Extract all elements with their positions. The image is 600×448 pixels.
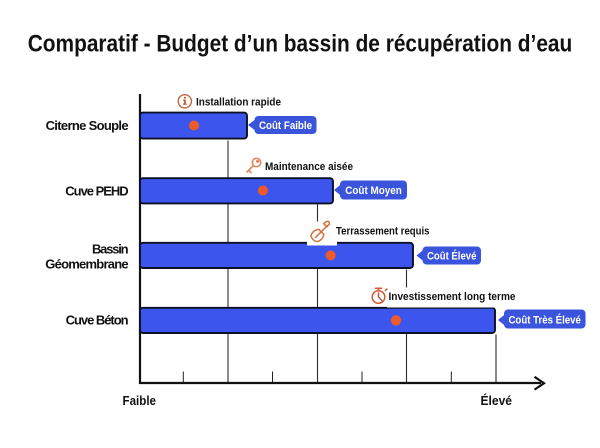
- svg-text:Bassin: Bassin: [92, 241, 129, 256]
- svg-text:Comparatif - Budget d’un bassi: Comparatif - Budget d’un bassin de récup…: [28, 31, 573, 58]
- svg-text:Élevé: Élevé: [481, 393, 513, 408]
- svg-text:Cuve Béton: Cuve Béton: [66, 313, 129, 328]
- svg-text:Coût Élevé: Coût Élevé: [427, 250, 476, 263]
- svg-text:Faible: Faible: [123, 394, 157, 408]
- svg-text:Terrassement requis: Terrassement requis: [336, 226, 430, 238]
- svg-text:Coût Faible: Coût Faible: [259, 120, 312, 132]
- svg-text:Coût Très Élevé: Coût Très Élevé: [508, 314, 581, 327]
- svg-text:Coût Moyen: Coût Moyen: [345, 185, 402, 197]
- svg-text:Cuve PEHD: Cuve PEHD: [65, 184, 128, 199]
- svg-text:Installation rapide: Installation rapide: [196, 96, 281, 108]
- svg-text:Maintenance aisée: Maintenance aisée: [265, 161, 353, 173]
- svg-text:Géomembrane: Géomembrane: [45, 256, 128, 271]
- svg-text:Citerne Souple: Citerne Souple: [46, 118, 129, 133]
- svg-text:Investissement long terme: Investissement long terme: [389, 291, 516, 303]
